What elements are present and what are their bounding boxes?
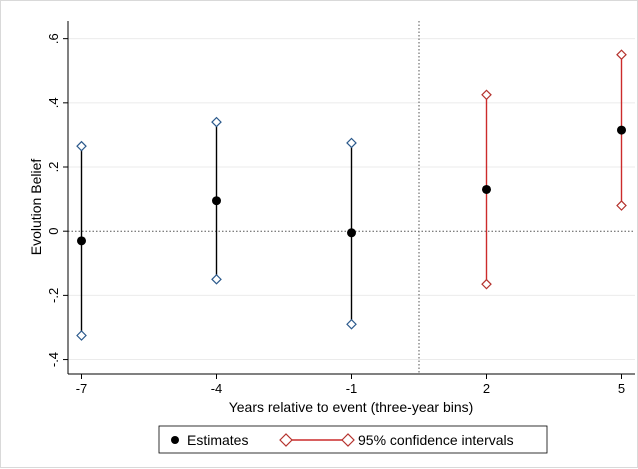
x-axis-title: Years relative to event (three-year bins… xyxy=(229,399,474,415)
ci-lower-marker xyxy=(76,330,87,341)
ci-lower-marker xyxy=(616,200,627,211)
y-tick-label: -.4 xyxy=(46,352,61,367)
x-tick-label: -7 xyxy=(76,381,88,396)
estimate-point xyxy=(212,196,221,206)
x-tick-label: -4 xyxy=(211,381,223,396)
ci-upper-marker xyxy=(76,140,87,152)
ci-lower-marker xyxy=(481,278,492,290)
ci-upper-marker xyxy=(616,49,627,61)
legend: Estimates 95% confidence intervals xyxy=(158,425,548,454)
ci-lower-marker xyxy=(211,273,222,285)
y-axis-title: Evolution Belief xyxy=(28,159,44,256)
estimate-point xyxy=(482,184,491,194)
legend-label-estimates: Estimates xyxy=(187,432,248,448)
x-tick-label: 2 xyxy=(483,381,490,396)
legend-estimate-marker xyxy=(171,436,179,444)
y-tick-label: .4 xyxy=(46,97,61,108)
ci-upper-marker xyxy=(346,137,357,149)
y-tick-label: 0 xyxy=(46,228,61,235)
x-tick-label: 5 xyxy=(618,381,625,396)
legend-label-ci: 95% confidence intervals xyxy=(358,432,514,448)
confidence-intervals xyxy=(76,49,627,341)
estimate-point xyxy=(77,236,86,246)
axes: -.4 -.2 0 .2 .4 .6 -7 -4 -1 2 5 xyxy=(46,21,635,396)
ci-lower-marker xyxy=(346,318,357,330)
legend-ci-marker-right xyxy=(341,433,355,447)
ci-upper-marker xyxy=(211,116,222,128)
estimate-point xyxy=(347,228,356,238)
y-tick-label: .6 xyxy=(46,33,61,44)
x-tick-label: -1 xyxy=(346,381,358,396)
legend-ci-marker-left xyxy=(279,433,293,447)
y-tick-label: .2 xyxy=(46,162,61,173)
estimate-points xyxy=(77,125,626,246)
ci-upper-marker xyxy=(481,89,492,101)
y-tick-label: -.2 xyxy=(46,288,61,303)
estimate-point xyxy=(617,125,626,135)
